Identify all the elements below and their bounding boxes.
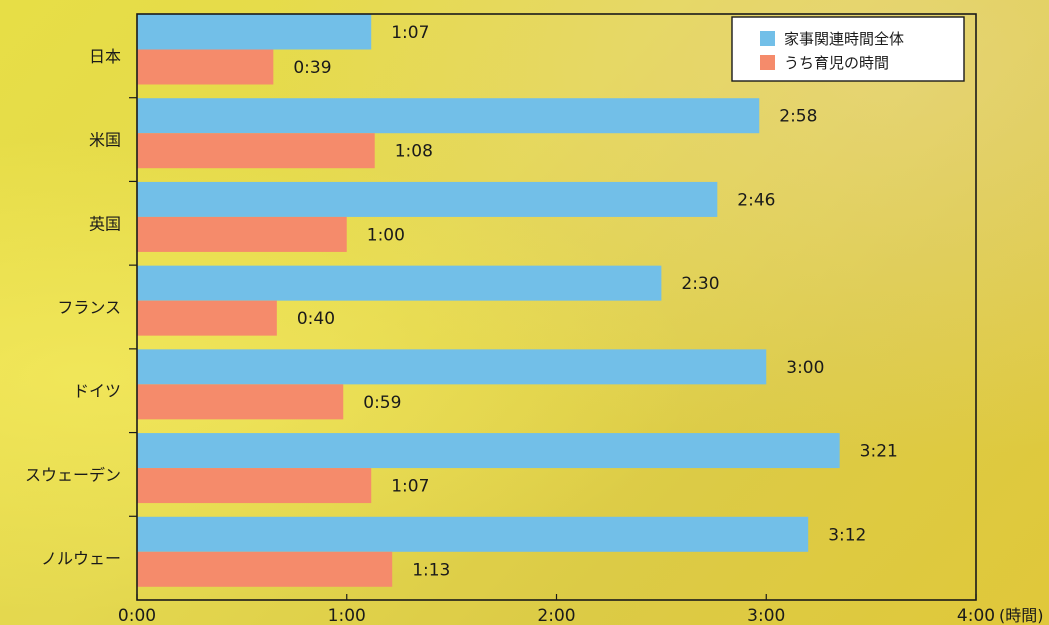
bar-total-time: [137, 433, 840, 469]
category-label: ノルウェー: [41, 549, 121, 568]
category-label: 日本: [89, 47, 121, 66]
category-label: 英国: [89, 214, 121, 233]
category-label: スウェーデン: [25, 465, 121, 484]
bar-total-time: [137, 14, 372, 50]
data-label-total: 3:21: [860, 442, 898, 462]
x-axis-unit-label: (時間): [999, 606, 1044, 625]
data-label-total: 2:30: [681, 274, 719, 294]
legend-label: 家事関連時間全体: [784, 30, 904, 48]
bar-total-time: [137, 349, 767, 385]
data-label-childcare: 0:39: [293, 58, 331, 78]
x-axis-tick-label: 2:00: [537, 606, 575, 625]
legend-label: うち育児の時間: [784, 54, 889, 72]
category-label: 米国: [89, 131, 121, 150]
bar-total-time: [137, 265, 662, 301]
category-label: フランス: [57, 298, 121, 317]
data-label-total: 1:07: [391, 23, 429, 43]
bar-total-time: [137, 181, 718, 217]
data-label-total: 2:46: [737, 190, 775, 210]
bar-childcare-time: [137, 133, 375, 169]
bar-childcare-time: [137, 468, 372, 504]
x-axis-tick-label: 3:00: [747, 606, 785, 625]
data-label-total: 2:58: [779, 107, 817, 127]
data-label-childcare: 1:08: [395, 142, 433, 162]
data-label-childcare: 1:13: [412, 560, 450, 580]
bars-group: 1:07 0:39 2:58 1:08 2:46 1:00 2:30 0:40 3:00 0:59…: [137, 14, 898, 587]
x-axis: 0:00 1:00 2:00 3:00 4:00: [118, 13, 995, 625]
data-label-total: 3:12: [828, 525, 866, 545]
data-label-total: 3:00: [786, 358, 824, 378]
x-axis-tick-label: 0:00: [118, 606, 156, 625]
data-label-childcare: 0:59: [363, 393, 401, 413]
data-label-childcare: 0:40: [297, 309, 335, 329]
bar-total-time: [137, 98, 760, 134]
x-axis-tick-label: 1:00: [328, 606, 366, 625]
data-label-childcare: 1:00: [367, 225, 405, 245]
data-label-childcare: 1:07: [391, 477, 429, 497]
legend-box: [731, 16, 965, 82]
bar-total-time: [137, 516, 809, 552]
legend-swatch: [760, 55, 775, 70]
bar-childcare-time: [137, 300, 277, 336]
bar-childcare-time: [137, 49, 274, 85]
x-axis-tick-label: 4:00: [957, 606, 995, 625]
category-label: ドイツ: [73, 382, 121, 401]
bar-childcare-time: [137, 551, 393, 587]
bar-childcare-time: [137, 384, 344, 420]
bar-childcare-time: [137, 216, 347, 252]
legend-swatch: [760, 31, 775, 46]
